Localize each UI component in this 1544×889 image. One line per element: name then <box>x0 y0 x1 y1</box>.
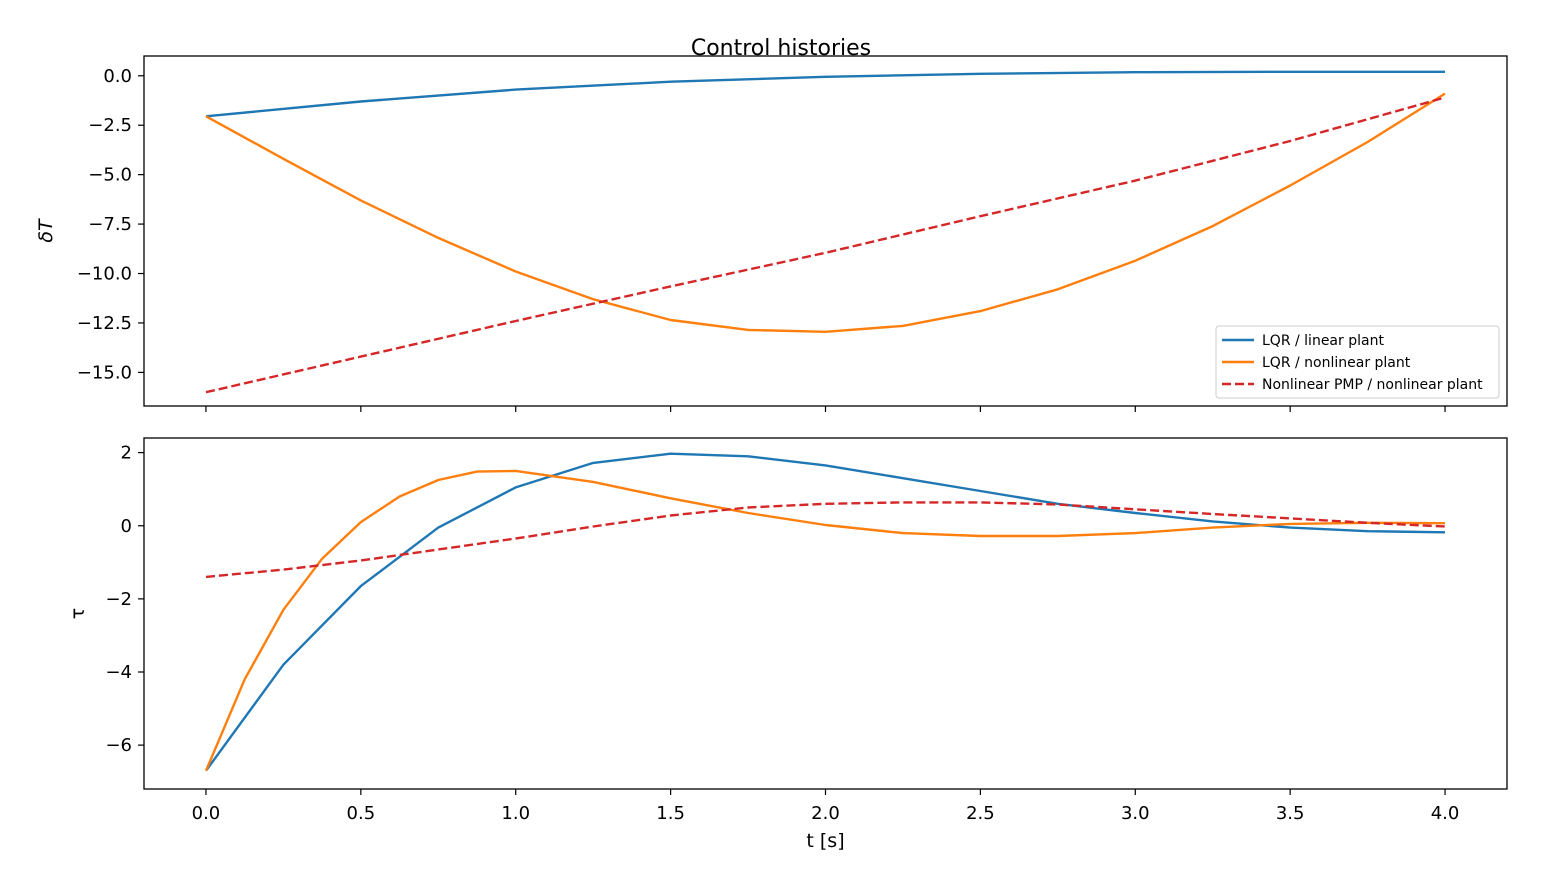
y-tick-label: 0.0 <box>103 66 132 87</box>
x-tick-label: 3.5 <box>1276 803 1305 824</box>
legend-entry-label: LQR / nonlinear plant <box>1262 355 1411 371</box>
y-tick-label: −2.5 <box>88 115 132 136</box>
y-tick-label: −15.0 <box>77 362 132 383</box>
x-tick-label: 2.5 <box>966 803 995 824</box>
x-tick-label: 0.5 <box>347 803 376 824</box>
series-line-pmp <box>205 501 1446 579</box>
x-tick-label: 3.0 <box>1121 803 1150 824</box>
y-tick-label: 2 <box>121 443 132 464</box>
series-line-lqr-linear <box>205 70 1445 118</box>
y-tick-label: −2 <box>105 589 132 610</box>
x-tick-label: 0.0 <box>192 803 221 824</box>
x-tick-label: 2.0 <box>811 803 840 824</box>
y-tick-label: −10.0 <box>77 264 132 285</box>
x-tick-label: 1.0 <box>501 803 530 824</box>
series-line-lqr-nonlinear <box>205 92 1446 333</box>
series-line-lqr-nonlinear <box>204 469 1446 772</box>
y-tick-label: 0 <box>121 516 132 537</box>
series-line-lqr-linear <box>205 452 1446 772</box>
y-tick-label: −12.5 <box>77 313 132 334</box>
legend-entry-label: LQR / linear plant <box>1262 333 1384 349</box>
y-tick-label: −5.0 <box>88 165 132 186</box>
y-tick-label: −7.5 <box>88 214 132 235</box>
x-tick-label: 1.5 <box>656 803 685 824</box>
x-axis-label: t [s] <box>806 830 844 852</box>
panel-delta-t: 0.0 −2.5 −5.0 −7.5 −10.0 −12.5 −15.0 δT LQR / li… <box>35 55 1508 412</box>
x-tick-label: 4.0 <box>1431 803 1460 824</box>
y-tick-label: −6 <box>105 735 132 756</box>
legend: LQR / linear plant LQR / nonlinear plant N… <box>1215 325 1500 399</box>
legend-box <box>1215 325 1500 399</box>
legend-entry-label: Nonlinear PMP / nonlinear plant <box>1262 377 1483 393</box>
series-line-pmp <box>205 96 1446 394</box>
y-axis-label: τ <box>67 608 89 619</box>
figure-title: Control histories <box>691 36 871 61</box>
y-tick-label: −4 <box>105 662 132 683</box>
y-axis-label: δT <box>35 218 57 243</box>
panel-tau: 0.0 0.5 1.0 1.5 2.0 2.5 3.0 3.5 4.0 2 0 −2 −4 −6 τ t [s… <box>67 437 1508 852</box>
